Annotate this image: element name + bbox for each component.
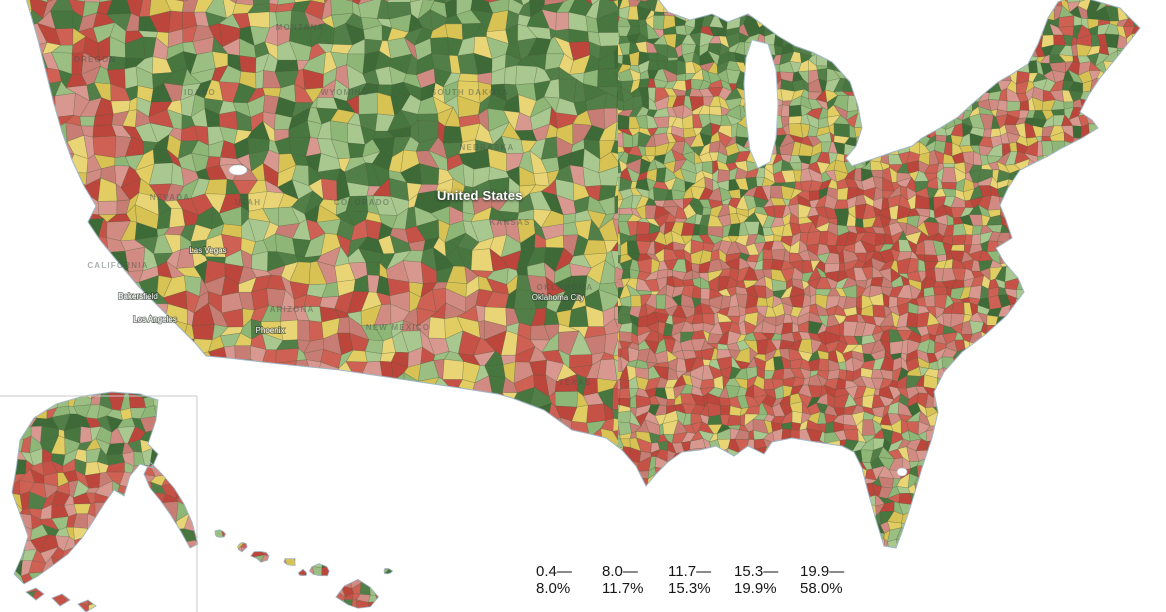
legend-range-bottom: 58.0%	[800, 580, 843, 597]
state-label: NEVADA	[150, 193, 190, 202]
city-label: Oklahoma City	[532, 293, 584, 302]
state-label: CALIFORNIA	[87, 261, 148, 270]
map-legend: 0.4— 8.0% 8.0— 11.7% 11.7— 15.3% 15.3— 19.9% 19.…	[536, 563, 866, 597]
state-label: KANSAS	[490, 218, 531, 227]
legend-range-3: 11.7— 15.3%	[668, 563, 734, 597]
state-label: OKLAHOMA	[537, 283, 594, 292]
city-label: Bakersfield	[118, 292, 158, 301]
state-label: WYOMING	[321, 88, 369, 97]
legend-range-5: 19.9— 58.0%	[800, 563, 866, 597]
legend-range-top: 11.7—	[668, 563, 712, 580]
lake-michigan	[743, 39, 779, 169]
legend-range-bottom: 15.3%	[668, 580, 711, 597]
state-label: OREGON	[74, 55, 117, 64]
state-label: TEXAS	[559, 378, 592, 387]
legend-range-4: 15.3— 19.9%	[734, 563, 800, 597]
conus-coastline	[25, 0, 1141, 549]
legend-range-1: 0.4— 8.0%	[536, 563, 602, 597]
alaska-coastline	[11, 391, 199, 612]
state-label: COLORADO	[334, 198, 390, 207]
legend-range-bottom: 8.0%	[536, 580, 571, 597]
legend-range-top: 8.0—	[602, 563, 638, 580]
legend-range-top: 0.4—	[536, 563, 572, 580]
alaska-counties	[12, 392, 198, 612]
city-label: Las Vegas	[189, 246, 226, 255]
great-salt-lake	[228, 164, 248, 176]
state-label: IDAHO	[184, 88, 216, 97]
map-labels: MONTANA OREGON IDAHO WYOMING SOUTH DAKOTA NEB…	[74, 23, 594, 387]
hawaii-counties	[215, 529, 393, 609]
legend-range-top: 15.3—	[734, 563, 779, 580]
lake-okeechobee	[896, 467, 908, 477]
state-label: NEW MEXICO	[366, 323, 430, 332]
city-label: Phoenix	[256, 326, 285, 335]
state-label: NEBRASKA	[460, 143, 515, 152]
legend-range-bottom: 19.9%	[734, 580, 777, 597]
legend-range-top: 19.9—	[800, 563, 845, 580]
state-label: MONTANA	[276, 23, 325, 32]
state-label: UTAH	[235, 198, 261, 207]
legend-range-2: 8.0— 11.7%	[602, 563, 668, 597]
legend-range-bottom: 11.7%	[602, 580, 644, 597]
hawaii-coastline	[214, 529, 394, 609]
city-label: Los Angeles	[133, 315, 177, 324]
state-label: SOUTH DAKOTA	[431, 88, 509, 97]
state-label: ARIZONA	[270, 305, 315, 314]
